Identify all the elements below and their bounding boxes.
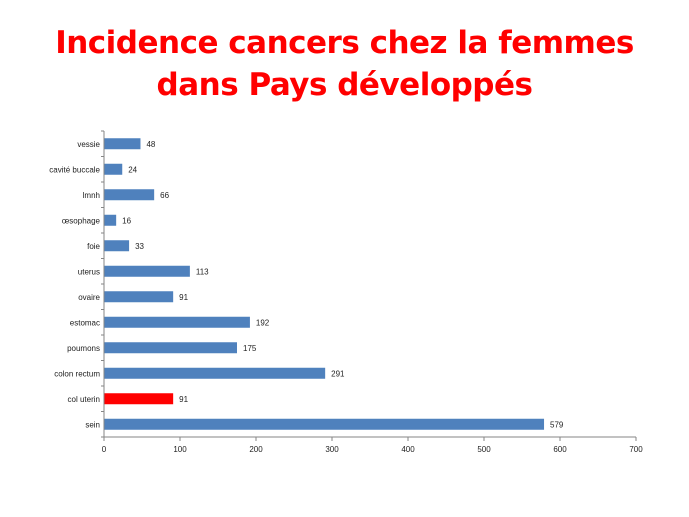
data-label-ovaire: 91 bbox=[179, 293, 188, 302]
data-label-foie: 33 bbox=[135, 242, 144, 251]
x-tick-label-300: 300 bbox=[325, 445, 339, 454]
bar-cavite-buccale bbox=[104, 163, 123, 175]
bar-colon-rectum bbox=[104, 367, 326, 379]
category-label-estomac: estomac bbox=[70, 318, 100, 327]
chart-title: Incidence cancers chez la femmes dans Pa… bbox=[0, 22, 689, 106]
bar-vessie bbox=[104, 138, 141, 150]
category-label-lmnh: lmnh bbox=[83, 191, 100, 200]
data-label-uterus: 113 bbox=[196, 267, 209, 276]
category-label-col-uterin: col uterin bbox=[68, 395, 100, 404]
data-label-poumons: 175 bbox=[243, 344, 257, 353]
data-label-sophage: 16 bbox=[122, 216, 131, 225]
category-label-uterus: uterus bbox=[78, 267, 100, 276]
category-label-ovaire: ovaire bbox=[78, 293, 100, 302]
x-tick-label-200: 200 bbox=[249, 445, 263, 454]
data-label-vessie: 48 bbox=[146, 140, 155, 149]
category-label-sophage: œsophage bbox=[62, 216, 101, 225]
category-label-sein: sein bbox=[85, 420, 100, 429]
bar-estomac bbox=[104, 316, 250, 328]
bar-lmnh bbox=[104, 189, 155, 201]
data-label-cavite-buccale: 24 bbox=[128, 165, 137, 174]
category-label-cavite-buccale: cavité buccale bbox=[49, 165, 100, 174]
bar-ovaire bbox=[104, 291, 174, 303]
bar-sein bbox=[104, 418, 545, 430]
x-tick-label-100: 100 bbox=[173, 445, 187, 454]
bar-foie bbox=[104, 240, 130, 252]
category-label-foie: foie bbox=[87, 242, 100, 251]
bar-poumons bbox=[104, 342, 237, 354]
x-tick-label-0: 0 bbox=[102, 445, 107, 454]
bar-uterus bbox=[104, 265, 190, 277]
bar-sophage bbox=[104, 214, 117, 226]
data-label-colon-rectum: 291 bbox=[331, 369, 345, 378]
data-label-lmnh: 66 bbox=[160, 191, 169, 200]
x-tick-label-400: 400 bbox=[401, 445, 415, 454]
category-label-colon-rectum: colon rectum bbox=[54, 369, 100, 378]
data-label-sein: 579 bbox=[550, 420, 564, 429]
category-label-vessie: vessie bbox=[77, 140, 100, 149]
data-label-col-uterin: 91 bbox=[179, 395, 188, 404]
category-label-poumons: poumons bbox=[67, 344, 100, 353]
chart-title-line1: Incidence cancers chez la femmes bbox=[55, 25, 634, 61]
x-tick-label-500: 500 bbox=[477, 445, 491, 454]
chart-title-line2: dans Pays développés bbox=[156, 67, 533, 103]
x-tick-label-700: 700 bbox=[629, 445, 643, 454]
data-label-estomac: 192 bbox=[256, 318, 270, 327]
bar-col-uterin bbox=[104, 393, 174, 405]
x-tick-label-600: 600 bbox=[553, 445, 567, 454]
